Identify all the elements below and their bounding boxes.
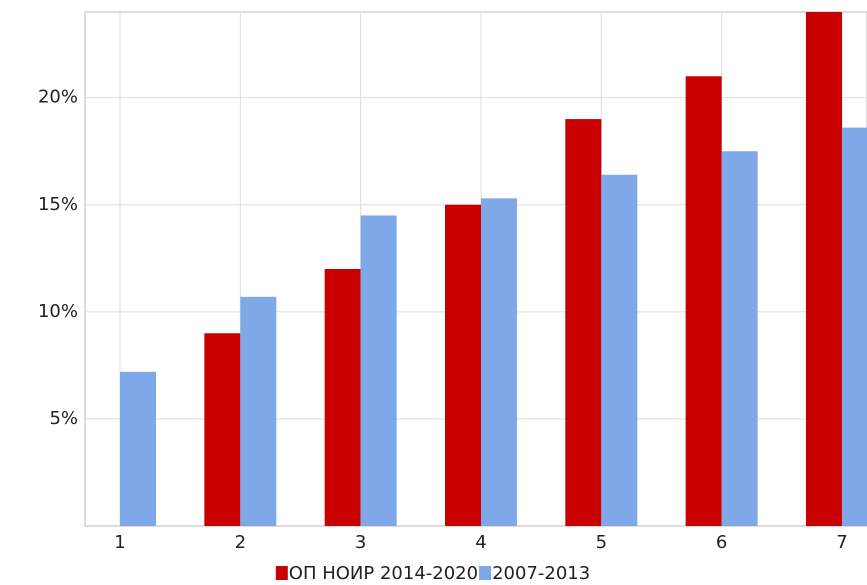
- x-tick-label: 6: [716, 532, 727, 553]
- legend-label: 2007-2013: [492, 563, 590, 584]
- legend-swatch: [275, 566, 288, 580]
- bar: [685, 76, 722, 526]
- x-tick-label: 3: [355, 532, 366, 553]
- x-tick-label: 4: [475, 532, 486, 553]
- bar: [841, 127, 867, 526]
- bar: [360, 215, 397, 526]
- bar: [721, 151, 758, 526]
- bar: [444, 204, 481, 526]
- y-tick-label: 10%: [38, 301, 78, 322]
- legend-swatch: [479, 566, 492, 580]
- plot: [85, 12, 867, 526]
- bar: [480, 198, 517, 526]
- bar: [204, 333, 241, 526]
- bar: [240, 296, 277, 526]
- x-tick-label: 5: [596, 532, 607, 553]
- x-tick-label: 7: [836, 532, 847, 553]
- bar: [324, 269, 361, 526]
- bar: [120, 371, 156, 526]
- x-tick-label: 1: [114, 532, 125, 553]
- bar: [601, 174, 638, 526]
- y-tick-label: 20%: [38, 87, 78, 108]
- x-tick-label: 2: [235, 532, 246, 553]
- bar: [805, 12, 842, 526]
- legend-label: ОП НОИР 2014-2020: [289, 563, 478, 584]
- y-tick-label: 15%: [38, 194, 78, 215]
- bar: [565, 119, 602, 526]
- y-tick-label: 5%: [49, 408, 78, 429]
